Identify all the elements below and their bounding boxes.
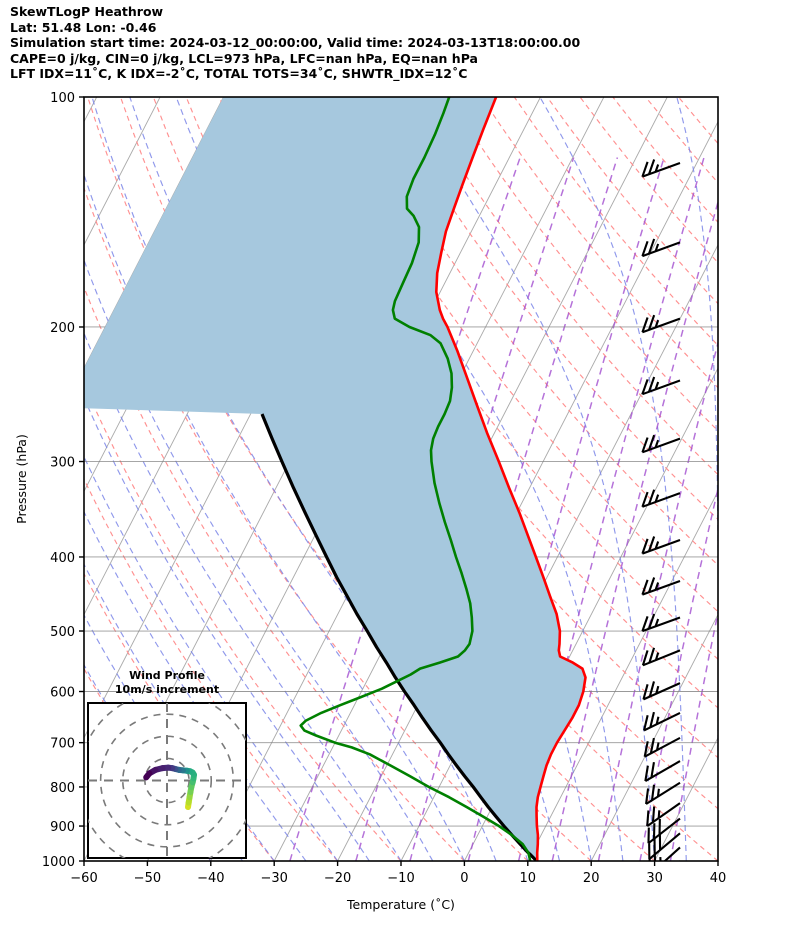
isotherm-line — [84, 97, 161, 246]
mixing-ratio-line — [597, 339, 718, 861]
wind-barb — [641, 577, 681, 596]
isotherm-line — [527, 490, 718, 861]
wind-barb — [641, 647, 681, 667]
wind-barb — [644, 760, 681, 783]
x-tick-label: −10 — [387, 871, 414, 886]
hodograph-title-line1: Wind Profile — [129, 669, 205, 682]
x-tick-label: 0 — [460, 871, 468, 886]
isotherm-line — [337, 120, 718, 861]
figure-header: SkewTLogP Heathrow Lat: 51.48 Lon: -0.46… — [10, 4, 790, 82]
cape-shaded-area — [84, 97, 586, 861]
mixing-ratio-line — [639, 485, 718, 861]
isotherm-line — [717, 860, 718, 861]
wind-barb — [641, 613, 681, 633]
mixing-ratio-line — [669, 608, 718, 861]
parcel-profile-curve — [260, 413, 538, 861]
hodograph-title-line2: 10m/s increment — [115, 683, 219, 696]
x-tick-label: −30 — [260, 871, 287, 886]
y-tick-label: 300 — [50, 456, 75, 471]
y-tick-label: 800 — [50, 781, 75, 796]
wind-barb — [642, 681, 681, 701]
dry-adiabat-line — [84, 382, 402, 861]
dry-adiabat-line — [84, 572, 275, 861]
dewpoint-profile-curve — [299, 97, 532, 861]
y-tick-label: 900 — [50, 820, 75, 835]
x-tick-label: 20 — [583, 871, 600, 886]
x-tick-label: 10 — [520, 871, 537, 886]
y-tick-label: 600 — [50, 686, 75, 701]
isotherm-line — [781, 97, 794, 861]
wind-barb — [643, 711, 681, 732]
x-tick-label: 40 — [710, 871, 727, 886]
moist-adiabat-line — [84, 510, 307, 861]
wind-barb — [641, 314, 681, 334]
mixing-ratio-line — [409, 157, 619, 861]
mixing-ratio-line — [355, 157, 575, 861]
wind-barb — [641, 489, 681, 508]
moist-adiabat-line — [539, 97, 687, 861]
y-tick-label: 700 — [50, 737, 75, 752]
y-tick-label: 200 — [50, 321, 75, 336]
x-axis-label: Temperature (˚C) — [346, 897, 455, 912]
y-axis-label: Pressure (hPa) — [14, 434, 29, 524]
wind-barb — [641, 434, 681, 454]
y-tick-label: 400 — [50, 551, 75, 566]
wind-barb — [643, 736, 681, 758]
dry-adiabat-line — [316, 97, 718, 613]
wind-barb — [647, 817, 681, 845]
wind-barb — [648, 832, 681, 860]
wind-barb — [641, 238, 681, 258]
mixing-ratio-line — [551, 199, 718, 861]
dry-adiabat-line — [84, 186, 529, 861]
moist-adiabat-line — [781, 97, 794, 861]
x-tick-label: −60 — [70, 871, 97, 886]
moist-adiabat-line — [84, 563, 275, 861]
x-tick-label: −20 — [324, 871, 351, 886]
wind-barb — [645, 781, 681, 805]
header-times: Simulation start time: 2024-03-12_00:00:… — [10, 35, 581, 51]
header-cape-line: CAPE=0 j/kg, CIN=0 j/kg, LCL=973 hPa, LF… — [10, 50, 478, 66]
wind-barb — [641, 376, 681, 396]
isotherm-line — [590, 613, 718, 861]
header-location: Lat: 51.48 Lon: -0.46 — [10, 19, 157, 35]
y-tick-label: 1000 — [42, 855, 75, 870]
x-tick-label: −50 — [134, 871, 161, 886]
moist-adiabat-line — [309, 97, 624, 861]
x-tick-label: 30 — [646, 871, 663, 886]
dry-adiabat-line — [448, 97, 718, 432]
temperature-profile-curve — [434, 97, 587, 861]
dry-adiabat-line — [415, 97, 718, 476]
moist-adiabat-line — [750, 97, 774, 861]
wind-barb — [646, 802, 681, 827]
x-tick-label: −40 — [197, 871, 224, 886]
moist-adiabat-line — [84, 455, 339, 861]
header-title: SkewTLogP Heathrow — [10, 4, 164, 19]
y-tick-label: 100 — [50, 91, 75, 106]
wind-barb — [641, 159, 681, 178]
header-indices-line: LFT IDX=11˚C, K IDX=-2˚C, TOTAL TOTS=34˚… — [10, 66, 468, 82]
hodograph-trace-segment — [143, 770, 153, 781]
y-tick-label: 500 — [50, 625, 75, 640]
wind-barb — [641, 536, 681, 555]
